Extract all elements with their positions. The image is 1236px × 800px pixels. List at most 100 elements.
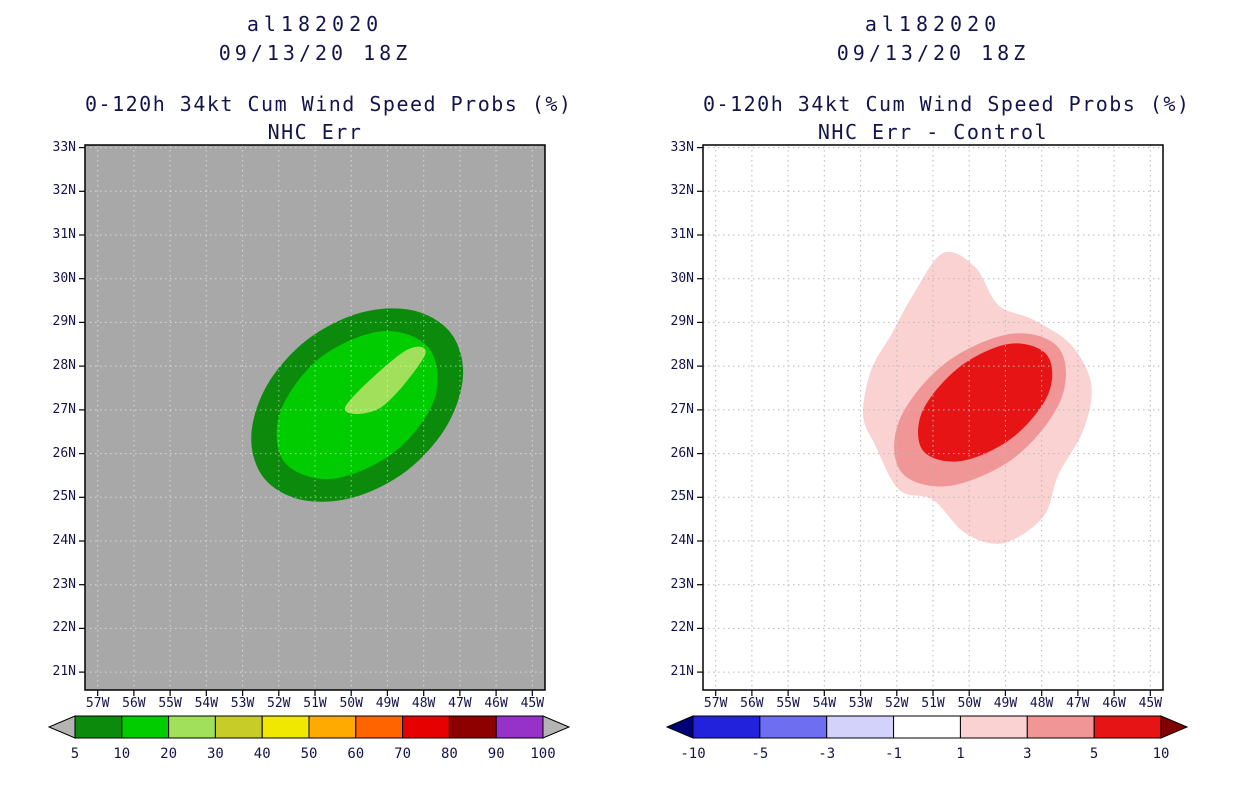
- colorbar-segment: [121, 715, 170, 739]
- colorbar-segment: [355, 715, 404, 739]
- colorbar-over-arrow: [542, 715, 571, 739]
- colorbar-under-arrow: [665, 715, 694, 739]
- colorbar-label: 90: [488, 746, 505, 762]
- lon-label: 45W: [520, 696, 545, 711]
- lon-label: 57W: [85, 696, 110, 711]
- lat-label: 33N: [52, 139, 76, 155]
- lat-label: 25N: [52, 489, 76, 505]
- storm-id: al182020: [864, 12, 1002, 36]
- lat-label: 29N: [52, 314, 76, 330]
- lat-label: 24N: [52, 532, 76, 548]
- difference-colorbar: -10 -5 -3 -1 1 3 5 10: [665, 715, 1189, 762]
- colorbar-segment: [1093, 715, 1162, 739]
- colorbar-label: 1: [956, 746, 964, 762]
- map-frame: [84, 144, 546, 691]
- contour-plus5: [918, 343, 1053, 462]
- colorbar-segment: [168, 715, 216, 739]
- colorbar-label: 100: [530, 746, 555, 762]
- lon-label: 52W: [885, 696, 909, 711]
- lat-label: 30N: [670, 270, 694, 286]
- lon-label: 55W: [158, 696, 182, 711]
- lon-label: 56W: [740, 696, 764, 711]
- probability-colorbar: 5 10 20 30 40 50 60 70 80 90 100: [47, 715, 571, 762]
- lon-label: 49W: [375, 696, 400, 711]
- difference-map: [697, 144, 1164, 696]
- colorbar-label: -3: [818, 746, 835, 762]
- colorbar-label: -1: [885, 746, 902, 762]
- lon-label: 52W: [267, 696, 291, 711]
- colorbar-label: 30: [207, 746, 224, 762]
- colorbar-label: 70: [394, 746, 411, 762]
- lon-label: 57W: [703, 696, 728, 711]
- init-datetime: 09/13/20 18Z: [218, 41, 412, 65]
- lat-label: 22N: [670, 620, 694, 636]
- lon-label: 51W: [303, 696, 327, 711]
- colorbar-label: 50: [301, 746, 318, 762]
- colorbar-segment: [893, 715, 961, 739]
- colorbar-segment: [826, 715, 895, 739]
- lat-label: 26N: [52, 445, 76, 461]
- lat-label: 27N: [670, 401, 694, 417]
- lon-label: 54W: [194, 696, 219, 711]
- colorbar-label: 3: [1023, 746, 1031, 762]
- lon-label: 48W: [1029, 696, 1054, 711]
- lon-label: 49W: [993, 696, 1018, 711]
- colorbar-label: 10: [113, 746, 130, 762]
- chart-title: 0-120h 34kt Cum Wind Speed Probs (%): [703, 92, 1191, 116]
- lon-label: 48W: [411, 696, 436, 711]
- chart-subtitle: NHC Err - Control: [817, 120, 1049, 144]
- colorbar-segment: [214, 715, 263, 739]
- lon-label: 55W: [776, 696, 800, 711]
- lon-label: 45W: [1138, 696, 1163, 711]
- lon-label: 47W: [448, 696, 472, 711]
- lat-label: 22N: [52, 620, 76, 636]
- colorbar-segment: [261, 715, 310, 739]
- lat-label: 24N: [670, 532, 694, 548]
- lon-label: 50W: [339, 696, 363, 711]
- panel-nhc-err: al182020 09/13/20 18Z 0-120h 34kt Cum Wi…: [47, 12, 573, 762]
- lat-label: 33N: [670, 139, 694, 155]
- colorbar-segment: [448, 715, 497, 739]
- colorbar-under-arrow: [47, 715, 76, 739]
- lat-label: 25N: [670, 489, 694, 505]
- lat-label: 23N: [52, 576, 76, 592]
- colorbar-label: -10: [680, 746, 705, 762]
- lat-label: 31N: [670, 227, 694, 243]
- colorbar-label: 5: [71, 746, 79, 762]
- storm-id: al182020: [246, 12, 384, 36]
- colorbar-segment: [495, 715, 544, 739]
- panel-nhc-err-minus-control: al182020 09/13/20 18Z 0-120h 34kt Cum Wi…: [618, 0, 1236, 800]
- lat-label: 27N: [52, 401, 76, 417]
- lat-label: 29N: [670, 314, 694, 330]
- colorbar-segment: [759, 715, 828, 739]
- colorbar-segment: [959, 715, 1028, 739]
- init-datetime: 09/13/20 18Z: [836, 41, 1030, 65]
- colorbar-segment: [1026, 715, 1095, 739]
- lon-label: 53W: [848, 696, 873, 711]
- lat-label: 28N: [670, 358, 694, 374]
- colorbar-label: 60: [347, 746, 364, 762]
- lat-label: 32N: [52, 183, 76, 199]
- chart-subtitle: NHC Err: [267, 120, 363, 144]
- lat-label: 23N: [670, 576, 694, 592]
- chart-title: 0-120h 34kt Cum Wind Speed Probs (%): [85, 92, 573, 116]
- lat-label: 26N: [670, 445, 694, 461]
- lon-label: 51W: [921, 696, 945, 711]
- lon-label: 46W: [1102, 696, 1126, 711]
- lat-label: 21N: [670, 664, 694, 680]
- lon-label: 54W: [812, 696, 837, 711]
- lon-label: 46W: [484, 696, 508, 711]
- lat-label: 31N: [52, 227, 76, 243]
- lat-label: 28N: [52, 358, 76, 374]
- colorbar-over-arrow: [1160, 715, 1189, 739]
- lat-label: 30N: [52, 270, 76, 286]
- lon-label: 50W: [957, 696, 981, 711]
- probability-map: [79, 144, 546, 696]
- colorbar-segment: [692, 715, 761, 739]
- map-frame: [702, 144, 1164, 691]
- contour-plus1-spot: [1019, 506, 1032, 519]
- colorbar-label: 5: [1090, 746, 1098, 762]
- colorbar-label: 40: [254, 746, 271, 762]
- lon-label: 47W: [1066, 696, 1090, 711]
- colorbar-label: 20: [160, 746, 177, 762]
